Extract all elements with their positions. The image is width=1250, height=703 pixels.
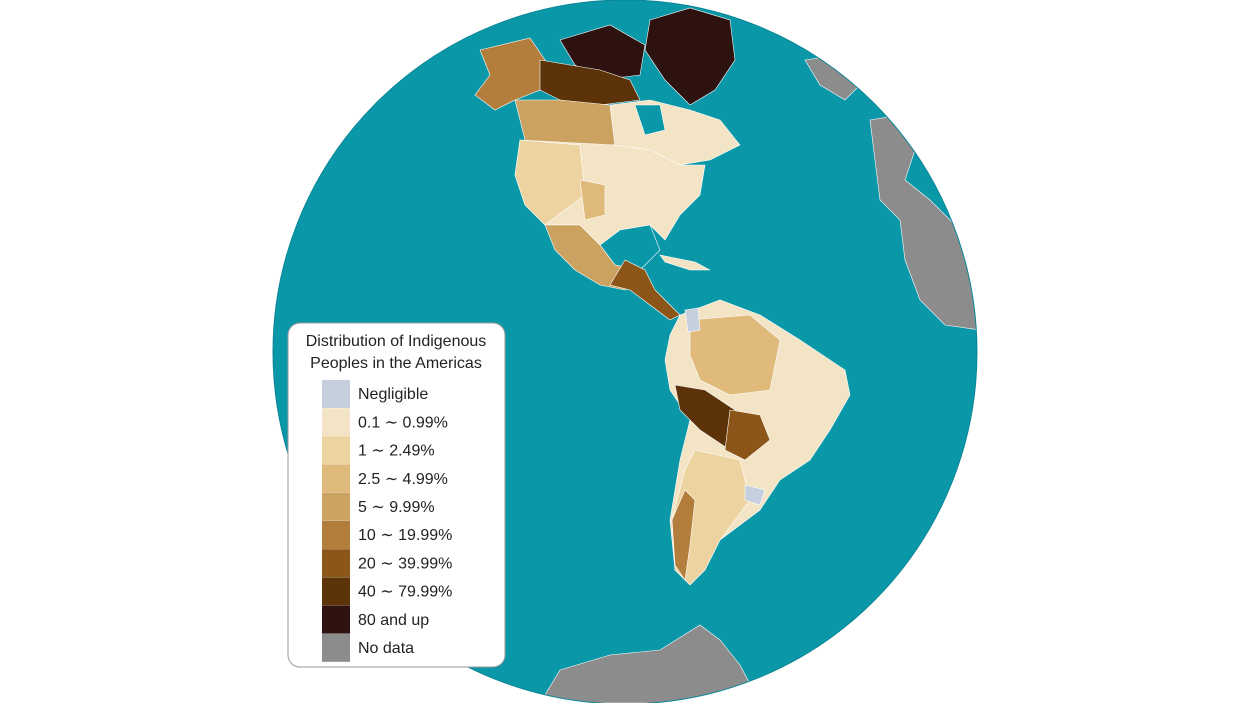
- central-america: [609, 259, 681, 321]
- bolivia: [724, 409, 771, 461]
- legend-label: 80 and up: [358, 612, 429, 629]
- legend-swatch: [322, 436, 350, 465]
- legend-label: No data: [358, 640, 414, 657]
- legend-swatch: [322, 605, 350, 634]
- legend-swatch: [322, 492, 350, 521]
- colombia-negligible: [684, 307, 701, 333]
- us-plains: [579, 179, 606, 221]
- legend-swatch: [322, 549, 350, 578]
- legend-swatch: [322, 408, 350, 437]
- legend-swatch: [322, 577, 350, 606]
- antarctica: [539, 624, 761, 703]
- cuba: [659, 254, 711, 271]
- globe-outline: [272, 0, 978, 703]
- land: [474, 7, 977, 703]
- legend-label: 2.5 ∼ 4.99%: [358, 471, 448, 488]
- western-canada: [514, 99, 616, 146]
- legend-label: 10 ∼ 19.99%: [358, 527, 452, 544]
- legend: Distribution of Indigenous Peoples in th…: [287, 322, 506, 668]
- uruguay: [744, 484, 766, 506]
- amazon: [689, 314, 781, 396]
- legend-label: 40 ∼ 79.99%: [358, 584, 452, 601]
- legend-label: 0.1 ∼ 0.99%: [358, 414, 448, 431]
- legend-swatch: [322, 633, 350, 662]
- legend-swatch: [322, 380, 350, 408]
- legend-label: Negligible: [358, 386, 428, 403]
- arctic-islands: [559, 24, 646, 81]
- chile: [671, 489, 696, 581]
- africa: [869, 114, 977, 331]
- greenland: [644, 7, 736, 106]
- legend-swatch: [322, 464, 350, 493]
- southern-cone: [671, 449, 751, 586]
- legend-title: Peoples in the Americas: [310, 355, 482, 372]
- legend-label: 20 ∼ 39.99%: [358, 555, 452, 572]
- legend-title: Distribution of Indigenous: [306, 333, 487, 350]
- legend-swatch: [322, 521, 350, 549]
- hudson-bay: [634, 104, 666, 136]
- northern-canada: [539, 59, 641, 106]
- legend-label: 5 ∼ 9.99%: [358, 499, 435, 516]
- legend-label: 1 ∼ 2.49%: [358, 443, 435, 460]
